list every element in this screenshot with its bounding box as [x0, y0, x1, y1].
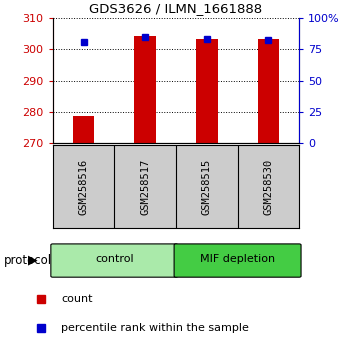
Bar	[73, 116, 94, 143]
Text: count: count	[61, 294, 93, 304]
Text: protocol: protocol	[3, 254, 52, 267]
Bar	[196, 39, 218, 143]
FancyBboxPatch shape	[51, 244, 178, 277]
Title: GDS3626 / ILMN_1661888: GDS3626 / ILMN_1661888	[89, 2, 262, 15]
Text: GSM258516: GSM258516	[79, 159, 88, 215]
Text: GSM258530: GSM258530	[264, 159, 273, 215]
Bar	[258, 39, 279, 143]
Text: GSM258515: GSM258515	[202, 159, 212, 215]
Text: ▶: ▶	[28, 254, 37, 267]
Text: percentile rank within the sample: percentile rank within the sample	[61, 323, 249, 333]
Bar	[134, 36, 156, 143]
FancyBboxPatch shape	[174, 244, 301, 277]
Text: MIF depletion: MIF depletion	[200, 255, 275, 264]
Text: control: control	[95, 255, 134, 264]
Text: GSM258517: GSM258517	[140, 159, 150, 215]
